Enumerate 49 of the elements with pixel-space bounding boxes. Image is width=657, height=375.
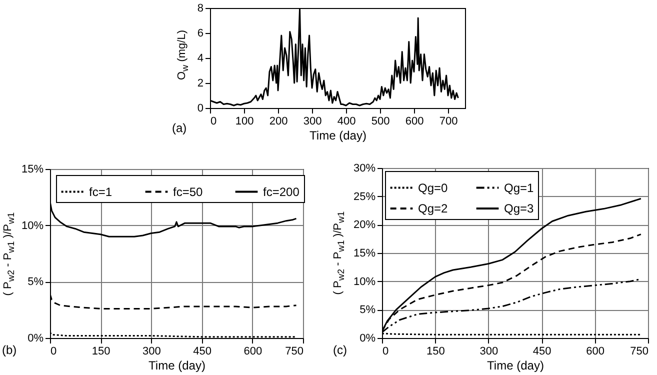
x-tick-label: 750 [630,346,648,358]
x-tick-label: 300 [303,116,322,128]
x-tick-label: 0 [382,346,389,358]
x-axis-title: Time (day) [487,358,544,372]
y-tick-label: 8 [197,2,204,14]
y-tick-label: 5% [360,304,376,316]
y-tick-label: 15% [353,248,376,260]
y-tick-label: 0% [360,332,376,344]
x-tick-label: 450 [193,346,212,358]
y-tick-label: 2 [197,78,204,90]
x-tick-label: 100 [235,116,254,128]
legend-label: fc=200 [263,184,300,199]
x-tick-label: 600 [586,346,604,358]
y-tick-label: 0 [197,102,204,114]
x-tick-label: 0 [50,346,57,358]
x-tick-label: 500 [371,116,390,128]
x-tick-label: 200 [269,116,288,128]
legend-label: Qg=2 [418,202,448,216]
y-tick-label: 25% [353,190,376,203]
x-tick-label: 400 [337,116,356,128]
y-tick-label: 10% [353,276,376,288]
x-tick-label: 300 [142,346,161,358]
x-tick-label: 0 [210,116,217,128]
y-tick-label: 4 [197,52,204,64]
legend-label: fc=50 [173,184,204,199]
x-axis-title: Time (day) [310,128,366,142]
legend-label: Qg=3 [504,202,534,216]
x-tick-label: 600 [244,346,262,358]
x-tick-label: 600 [405,116,424,128]
legend-label: Qg=1 [504,180,534,195]
y-tick-label: 10% [21,220,44,232]
x-axis-title: Time (day) [148,358,206,372]
y-tick-label: 30% [353,162,376,174]
y-tick-label: 0% [28,332,44,344]
y-tick-label: 6 [197,28,204,40]
x-tick-label: 150 [92,346,110,358]
y-tick-label: 5% [28,276,44,288]
text: (b) [2,343,17,357]
x-tick-label: 450 [532,346,552,358]
y-tick-label: 15% [21,164,44,176]
x-tick-label: 750 [285,346,304,358]
y-tick-label: 20% [353,219,376,232]
legend-label: fc=1 [89,184,112,199]
x-tick-label: 300 [480,346,498,358]
x-tick-label: 700 [439,116,458,128]
legend-label: Qg=0 [418,180,448,195]
x-tick-label: 150 [426,346,445,358]
text: (c) [333,343,347,357]
text: (a) [172,121,187,135]
